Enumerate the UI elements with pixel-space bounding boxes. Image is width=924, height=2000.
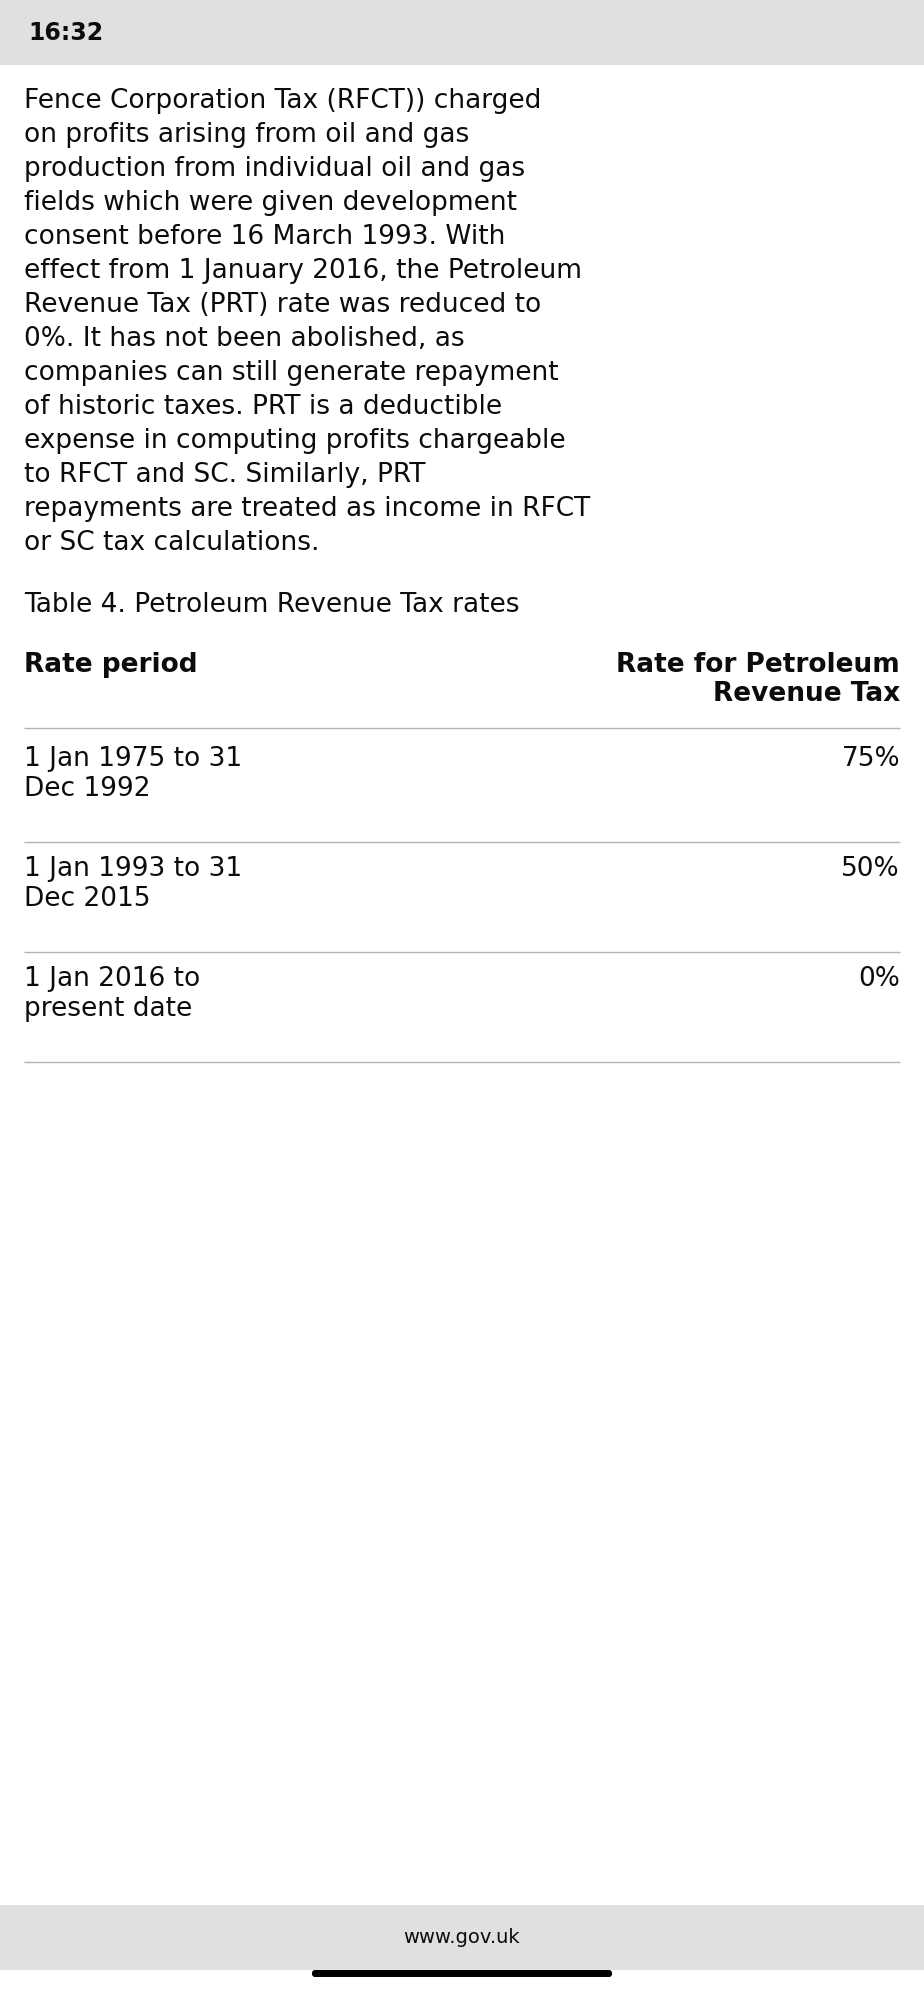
Text: Dec 1992: Dec 1992 [24,776,151,802]
Text: of historic taxes. PRT is a deductible: of historic taxes. PRT is a deductible [24,394,502,420]
Text: 1 Jan 1975 to 31: 1 Jan 1975 to 31 [24,746,242,772]
Bar [0,0,924,64]
Text: production from individual oil and gas: production from individual oil and gas [24,156,525,182]
Text: Revenue Tax (PRT) rate was reduced to: Revenue Tax (PRT) rate was reduced to [24,292,541,318]
Bar [0,1904,924,1970]
Text: consent before 16 March 1993. With: consent before 16 March 1993. With [24,224,505,250]
FancyBboxPatch shape [312,1970,612,1976]
Text: Table 4. Petroleum Revenue Tax rates: Table 4. Petroleum Revenue Tax rates [24,592,519,618]
Text: on profits arising from oil and gas: on profits arising from oil and gas [24,122,469,148]
Text: Revenue Tax: Revenue Tax [712,680,900,708]
Text: Dec 2015: Dec 2015 [24,886,151,912]
Text: Rate period: Rate period [24,652,198,678]
Text: 0%. It has not been abolished, as: 0%. It has not been abolished, as [24,326,465,352]
Text: 1 Jan 2016 to: 1 Jan 2016 to [24,966,201,992]
Text: fields which were given development: fields which were given development [24,190,517,216]
Text: Rate for Petroleum: Rate for Petroleum [616,652,900,678]
Text: or SC tax calculations.: or SC tax calculations. [24,530,320,556]
Text: to RFCT and SC. Similarly, PRT: to RFCT and SC. Similarly, PRT [24,462,425,488]
Text: www.gov.uk: www.gov.uk [404,1928,520,1948]
Text: 16:32: 16:32 [28,20,103,44]
Text: 75%: 75% [842,746,900,772]
Text: 0%: 0% [858,966,900,992]
Text: 1 Jan 1993 to 31: 1 Jan 1993 to 31 [24,856,242,882]
Text: expense in computing profits chargeable: expense in computing profits chargeable [24,428,565,454]
Text: 50%: 50% [842,856,900,882]
Text: repayments are treated as income in RFCT: repayments are treated as income in RFCT [24,496,590,522]
Text: present date: present date [24,996,192,1022]
Text: companies can still generate repayment: companies can still generate repayment [24,360,559,386]
Text: Fence Corporation Tax (RFCT)) charged: Fence Corporation Tax (RFCT)) charged [24,88,541,114]
Text: effect from 1 January 2016, the Petroleum: effect from 1 January 2016, the Petroleu… [24,258,582,284]
